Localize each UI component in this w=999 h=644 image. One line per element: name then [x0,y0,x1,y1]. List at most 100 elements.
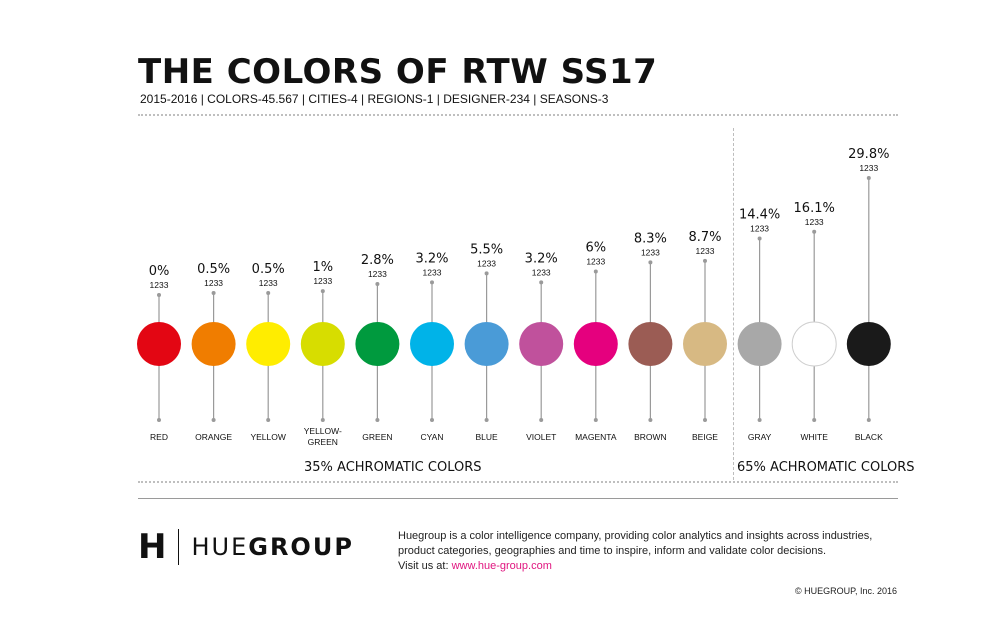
stem-top-dot-gray [757,236,762,241]
group-divider [733,128,734,480]
category-label-green: GREEN [362,432,392,442]
logo-mark: H [138,527,167,567]
count-label-violet: 1233 [532,267,551,277]
swatch-cyan [410,322,454,366]
value-label-brown: 8.3% [634,231,667,246]
category-label-brown: BROWN [634,432,667,442]
category-label-red: RED [150,432,168,442]
copyright: © HUEGROUP, Inc. 2016 [794,586,897,596]
top-dotted-divider [138,114,898,116]
swatch-white [791,321,837,367]
category-label-magenta: MAGENTA [575,432,617,442]
logo-text-light: HUE [191,533,249,561]
count-label-beige: 1233 [696,246,715,256]
website-link[interactable]: www.hue-group.com [451,560,552,572]
swatch-yellow [246,322,291,366]
value-label-violet: 3.2% [525,251,558,266]
visit-prefix: Visit us at: [398,560,452,572]
swatch-green [355,322,400,366]
value-label-beige: 8.7% [688,230,721,245]
page-title: THE COLORS OF RTW SS17 [138,52,658,92]
category-label-beige: BEIGE [692,432,718,442]
count-label-gray: 1233 [750,223,769,233]
swatch-black [846,322,891,366]
stem-top-dot-white [812,229,817,234]
swatch-gray [737,322,782,366]
count-label-cyan: 1233 [423,267,442,277]
value-label-gray: 14.4% [739,207,780,222]
stem-bottom-dot-beige [703,418,707,422]
about-text-block: Huegroup is a color intelligence company… [398,529,903,574]
stem-bottom-dot-gray [757,418,762,422]
stem-top-dot-orange [211,291,216,296]
stem-top-dot-violet [539,280,544,285]
achromatic-group-label: 65% ACHROMATIC COLORS [737,460,915,475]
value-label-magenta: 6% [585,240,606,255]
swatch-magenta [573,322,618,366]
value-label-red: 0% [149,264,170,279]
logo-text-bold: GROUP [248,533,354,561]
huegroup-logo[interactable]: H HUEGROUP [138,529,354,565]
stem-top-dot-yellow-green [320,289,325,294]
category-label-gray: GRAY [748,432,772,442]
swatch-violet [519,322,564,366]
value-label-yellow: 0.5% [252,262,285,277]
bottom-dotted-divider [138,481,898,483]
value-label-yellow-green: 1% [312,260,333,275]
stem-bottom-dot-yellow-green [320,418,325,422]
stem-top-dot-brown [648,260,653,265]
stem-bottom-dot-black [866,418,871,422]
stem-top-dot-beige [703,258,707,263]
category-label-yellow-green: YELLOW-GREEN [304,426,342,447]
swatch-beige [683,322,727,366]
category-label-orange: ORANGE [195,432,232,442]
category-label-yellow: YELLOW [250,432,285,442]
category-label-black: BLACK [855,432,883,442]
count-label-yellow-green: 1233 [313,276,332,286]
count-label-orange: 1233 [204,278,223,288]
about-description: Huegroup is a color intelligence company… [398,530,873,557]
category-label-violet: VIOLET [526,432,556,442]
category-label-cyan: CYAN [421,432,444,442]
stem-bottom-dot-white [812,418,817,422]
stem-bottom-dot-red [157,418,161,422]
stem-top-dot-yellow [266,291,271,296]
stem-bottom-dot-cyan [430,418,434,422]
stem-top-dot-red [157,293,161,297]
stem-bottom-dot-brown [648,418,653,422]
swatch-orange [191,322,236,366]
swatch-yellow-green [300,322,345,366]
count-label-blue: 1233 [477,258,496,268]
count-label-black: 1233 [859,163,878,173]
count-label-green: 1233 [368,269,387,279]
category-label-white: WHITE [801,432,829,442]
page-subtitle: 2015-2016 | COLORS-45.567 | CITIES-4 | R… [140,92,609,106]
logo-separator [178,529,180,565]
value-label-blue: 5.5% [470,242,503,257]
stem-top-dot-magenta [593,269,598,274]
category-label-blue: BLUE [475,432,498,442]
value-label-white: 16.1% [794,201,835,216]
stem-top-dot-black [866,176,871,180]
stem-bottom-dot-blue [484,418,489,422]
count-label-yellow: 1233 [259,278,278,288]
swatch-red [137,322,181,366]
swatch-brown [628,322,673,366]
value-label-orange: 0.5% [197,262,230,277]
stem-top-dot-green [375,282,380,287]
value-label-cyan: 3.2% [415,251,448,266]
stem-top-dot-blue [484,271,489,276]
stem-bottom-dot-orange [211,418,216,422]
visit-line: Visit us at: www.hue-group.com [398,559,903,574]
count-label-white: 1233 [805,217,824,227]
count-label-magenta: 1233 [586,256,605,266]
count-label-brown: 1233 [641,247,660,257]
count-label-red: 1233 [150,280,169,290]
stem-top-dot-cyan [430,280,434,285]
logo-wordmark: HUEGROUP [191,533,353,561]
swatch-blue [464,322,509,366]
stem-bottom-dot-violet [539,418,544,422]
stem-bottom-dot-green [375,418,380,422]
footer-rule [138,498,898,499]
